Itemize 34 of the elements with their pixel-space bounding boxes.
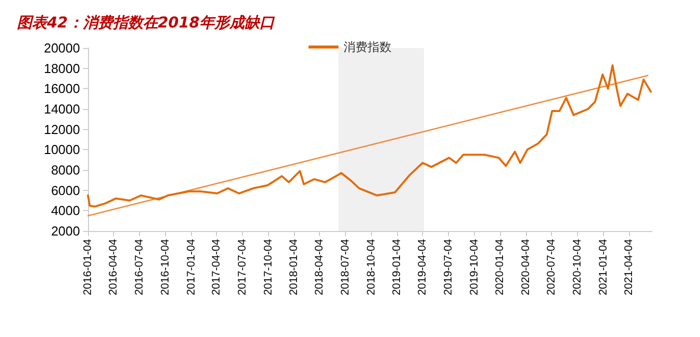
x-tick-label: 2017-01-04 xyxy=(185,239,198,296)
y-tick-label: 10000 xyxy=(44,142,80,158)
y-tick-label: 20000 xyxy=(44,40,80,56)
x-tick-label: 2021-04-04 xyxy=(622,239,635,296)
x-tick-label: 2018-04-04 xyxy=(314,239,326,296)
x-tick-label: 2016-01-04 xyxy=(82,239,94,296)
x-tick-label: 2017-10-04 xyxy=(262,239,274,296)
y-tick-label: 4000 xyxy=(51,203,80,218)
x-tick-label: 2020-07-04 xyxy=(546,239,558,296)
x-tick-label: 2018-10-04 xyxy=(365,239,378,296)
x-tick-label: 2018-07-04 xyxy=(339,239,352,296)
x-tick-label: 2020-01-04 xyxy=(494,239,506,296)
x-tick-label: 2021-01-04 xyxy=(597,239,610,296)
x-tick-label: 2019-04-04 xyxy=(416,239,429,296)
x-tick-label: 2020-10-04 xyxy=(572,239,584,296)
y-tick-label: 18000 xyxy=(44,60,80,76)
x-tick-label: 2019-01-04 xyxy=(391,239,404,296)
x-tick-label: 2016-04-04 xyxy=(108,239,120,296)
legend-label: 消费指数 xyxy=(344,40,392,54)
x-tick-label: 2017-07-04 xyxy=(236,239,248,296)
x-tick-label: 2018-01-04 xyxy=(288,239,300,296)
y-tick-label: 12000 xyxy=(44,122,80,137)
y-tick-label: 8000 xyxy=(51,162,80,178)
y-tick-label: 16000 xyxy=(44,81,80,96)
x-tick-label: 2016-10-04 xyxy=(159,239,172,296)
y-tick-label: 6000 xyxy=(51,182,80,198)
x-tick-label: 2019-10-04 xyxy=(468,239,480,296)
y-tick-label: 14000 xyxy=(44,102,80,116)
x-tick-label: 2020-04-04 xyxy=(520,239,532,296)
x-tick-label: 2016-07-04 xyxy=(133,239,146,296)
chart-title: 图表42：消费指数在2018年形成缺口 xyxy=(17,14,276,32)
x-tick-label: 2019-07-04 xyxy=(442,239,454,296)
y-tick-label: 2000 xyxy=(51,224,80,238)
x-tick-label: 2017-04-04 xyxy=(210,239,223,296)
